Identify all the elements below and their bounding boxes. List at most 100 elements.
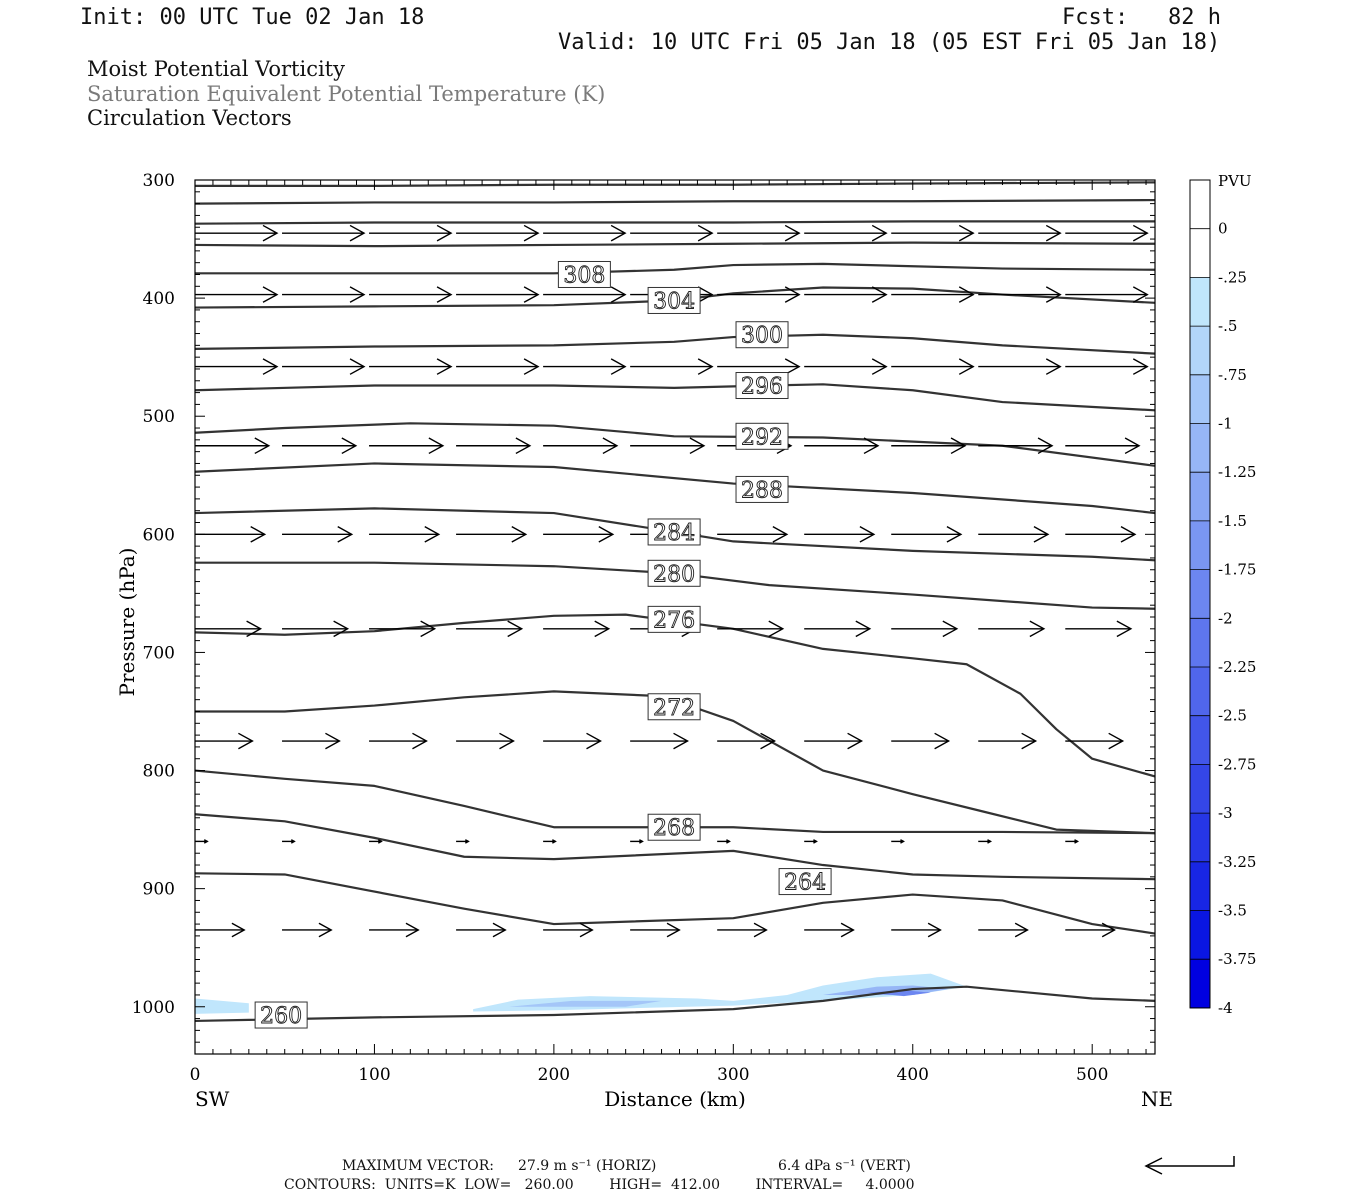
contour-label-288: 288 (741, 478, 783, 503)
vector-head-8 (318, 922, 333, 938)
contour-label-box-296 (735, 372, 789, 400)
colorbar-label: -3.25 (1218, 853, 1256, 871)
vector-head-8 (927, 922, 942, 938)
colorbar-label: -2 (1218, 609, 1233, 627)
init-time: Init: 00 UTC Tue 02 Jan 18 (80, 5, 425, 30)
theta-contour-unlabeled-15 (194, 220, 1155, 225)
x-end-label-ne: NE (1141, 1087, 1173, 1111)
theta-contour-304 (194, 286, 1156, 309)
vector-head-6 (499, 732, 515, 750)
vector-head-2 (871, 358, 888, 375)
max-vector-horiz: 27.9 m s⁻¹ (HORIZ) (518, 1158, 657, 1174)
contour-label-276: 276 (653, 608, 695, 633)
theta-contour-288 (194, 462, 1156, 515)
vector-head-4 (859, 526, 876, 543)
colorbar-swatch (1190, 959, 1210, 1009)
vector-head-5 (420, 620, 437, 638)
colorbar-swatch (1190, 277, 1210, 327)
y-tick-label: 600 (143, 525, 175, 545)
reference-vector-icon (1144, 1156, 1235, 1175)
colorbar-swatch (1190, 618, 1210, 668)
theta-contour-264 (194, 872, 1156, 935)
x-tick-label: 0 (190, 1065, 201, 1085)
vector-head-2 (523, 358, 540, 375)
contour-label-284: 284 (653, 521, 695, 546)
vector-head-3 (254, 437, 271, 455)
x-tick-label: 400 (897, 1065, 929, 1085)
x-end-label-sw: SW (195, 1087, 230, 1111)
vector-head-1 (1045, 286, 1062, 303)
vector-head-1 (784, 286, 801, 303)
vector-head-6 (1108, 732, 1125, 750)
colorbar-label: -2.25 (1218, 658, 1256, 676)
vector-head-0 (1045, 224, 1062, 242)
vector-head-6 (586, 732, 602, 750)
contour-label-264: 264 (784, 871, 826, 896)
vector-head-1 (871, 286, 888, 303)
vector-head-8 (1014, 922, 1029, 938)
y-axis-title: Pressure (hPa) (115, 548, 139, 697)
vector-head-8 (492, 922, 507, 938)
colorbar-label: -2.75 (1218, 755, 1256, 773)
vector-head-3 (863, 437, 880, 455)
vector-head-8 (405, 922, 420, 938)
vector-head-4 (424, 526, 441, 543)
colorbar-label: -2.5 (1218, 707, 1247, 725)
vector-head-0 (871, 224, 888, 242)
vector-head-2 (958, 358, 975, 375)
colorbar-unit: PVU (1218, 172, 1252, 190)
vector-head-1 (436, 286, 453, 303)
contour-label-280: 280 (653, 562, 695, 587)
vector-head-4 (337, 526, 354, 543)
colorbar-label: -3.5 (1218, 902, 1247, 920)
contour-label-box-300 (735, 321, 789, 349)
colorbar-label: -1.5 (1218, 512, 1247, 530)
vector-head-6 (847, 732, 864, 750)
vector-head-0 (784, 224, 801, 242)
colorbar-swatch (1190, 423, 1210, 473)
contour-label-304: 304 (653, 289, 695, 314)
vector-head-0 (1132, 224, 1149, 242)
theta-contour-276 (194, 613, 1156, 778)
pv-shade-0 (195, 998, 249, 1014)
vector-head-5 (768, 620, 785, 638)
max-vector-vert: 6.4 dPa s⁻¹ (VERT) (778, 1158, 911, 1174)
y-tick-label: 400 (143, 289, 175, 309)
theta-contour-unlabeled-16 (194, 198, 1156, 205)
contour-label-box-276 (647, 605, 701, 633)
colorbar-swatch (1190, 715, 1210, 765)
vector-head-6 (673, 732, 689, 750)
colorbar-swatch (1190, 374, 1210, 424)
vector-head-4 (250, 526, 267, 543)
contour-label-box-280 (647, 559, 701, 587)
vector-head-7 (813, 839, 818, 844)
title-pv: Moist Potential Vorticity (87, 57, 345, 81)
theta-contour-308 (195, 262, 1156, 275)
vector-head-3 (428, 437, 445, 455)
vector-head-0 (958, 224, 975, 242)
contour-label-box-264 (778, 868, 832, 896)
vector-head-7 (464, 839, 470, 844)
vector-head-3 (1037, 437, 1054, 455)
pv-shading (195, 973, 967, 1014)
vector-head-3 (341, 437, 358, 455)
max-vector-label: MAXIMUM VECTOR: (342, 1158, 494, 1174)
vector-head-8 (231, 922, 246, 938)
vector-head-8 (579, 922, 594, 938)
colorbar-swatch (1190, 861, 1210, 911)
colorbar-label: 0 (1218, 220, 1228, 238)
vector-head-3 (602, 437, 619, 455)
vector-head-5 (1029, 620, 1046, 638)
vector-head-0 (610, 224, 627, 242)
contour-label-box-284 (647, 518, 701, 546)
valid-time: Valid: 10 UTC Fri 05 Jan 18 (05 EST Fri … (558, 30, 1221, 55)
colorbar-swatch (1190, 472, 1210, 522)
vector-head-6 (325, 732, 341, 750)
vector-head-0 (262, 224, 279, 242)
colorbar-label: -1.75 (1218, 561, 1256, 579)
colorbar-label: -1.25 (1218, 463, 1256, 481)
vector-head-4 (1120, 526, 1137, 543)
title-theta: Saturation Equivalent Potential Temperat… (87, 82, 606, 106)
vector-head-1 (958, 286, 975, 303)
colorbar-swatch (1190, 326, 1210, 376)
